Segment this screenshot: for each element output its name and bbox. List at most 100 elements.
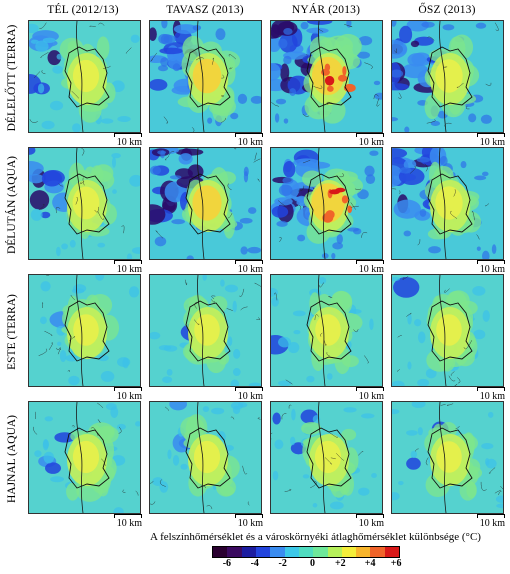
map-panel (270, 401, 383, 514)
temperature-map (392, 402, 503, 513)
scale-bar-line (114, 387, 142, 391)
map-panel (391, 147, 504, 260)
scale-bar-line (235, 133, 263, 137)
map-panel (149, 20, 262, 133)
scale-bar: 10 km (465, 514, 505, 529)
map-panel (391, 401, 504, 514)
temperature-map (150, 148, 261, 259)
temperature-map (271, 21, 382, 132)
map-panel (28, 20, 141, 133)
scale-bar: 10 km (344, 133, 384, 148)
legend-color-cell (327, 547, 342, 557)
legend-color-cell (255, 547, 271, 557)
map-panel (149, 401, 262, 514)
scale-bar-line (356, 260, 384, 264)
map-panel (391, 274, 504, 387)
map-panel (149, 147, 262, 260)
legend-color-cell (298, 547, 314, 557)
scale-bar-label: 10 km (479, 137, 505, 148)
temperature-map (392, 275, 503, 386)
row-header-morning: DÉLELŐTT (TERRA) (6, 24, 18, 132)
column-header-summer: NYÁR (2013) (291, 4, 361, 16)
scale-bar-label: 10 km (237, 518, 263, 529)
map-panel (391, 20, 504, 133)
temperature-map (392, 21, 503, 132)
column-header-winter: TÉL (2012/13) (47, 4, 119, 16)
scale-bar: 10 km (223, 387, 263, 402)
scale-bar: 10 km (465, 387, 505, 402)
map-panel (270, 147, 383, 260)
scale-bar: 10 km (223, 133, 263, 148)
scale-bar: 10 km (102, 133, 142, 148)
row-header-evening: ESTE (TERRA) (6, 294, 18, 370)
scale-bar-label: 10 km (116, 137, 142, 148)
legend-color-cell (270, 547, 285, 557)
legend-tick-label: +2 (334, 558, 346, 569)
map-panel (28, 274, 141, 387)
scale-bar-line (477, 387, 505, 391)
temperature-map (29, 275, 140, 386)
scale-bar-line (477, 260, 505, 264)
column-header-autumn: ŐSZ (2013) (418, 4, 476, 16)
temperature-map (271, 148, 382, 259)
scale-bar: 10 km (102, 260, 142, 275)
map-panel (270, 274, 383, 387)
scale-bar-label: 10 km (116, 518, 142, 529)
scale-bar-line (356, 133, 384, 137)
legend-color-cell (384, 547, 400, 557)
scale-bar-label: 10 km (237, 264, 263, 275)
temperature-map (150, 402, 261, 513)
scale-bar: 10 km (344, 387, 384, 402)
legend-tick-label: -4 (250, 558, 259, 569)
scale-bar-label: 10 km (358, 264, 384, 275)
legend-color-cell (213, 547, 228, 557)
scale-bar-line (235, 387, 263, 391)
scale-bar-label: 10 km (358, 518, 384, 529)
legend-tick-label: -6 (222, 558, 232, 569)
scale-bar: 10 km (223, 260, 263, 275)
row-header-afternoon: DÉLUTÁN (AQUA) (6, 155, 18, 255)
temperature-map (29, 21, 140, 132)
scale-bar-line (477, 133, 505, 137)
scale-bar-line (477, 514, 505, 518)
scale-bar-label: 10 km (116, 264, 142, 275)
legend-title: A felszínhőmérséklet és a városkörnyéki … (150, 531, 481, 543)
map-panel (149, 274, 262, 387)
scale-bar: 10 km (465, 260, 505, 275)
legend-color-cell (241, 547, 256, 557)
legend-tick-label: +4 (364, 558, 376, 569)
scale-bar: 10 km (223, 514, 263, 529)
legend-color-cell (356, 547, 371, 557)
scale-bar-label: 10 km (237, 391, 263, 402)
temperature-map (271, 402, 382, 513)
temperature-map (150, 275, 261, 386)
legend-tick-label: 0 (309, 558, 315, 569)
legend-color-cell (284, 547, 299, 557)
legend-color-cell (370, 547, 385, 557)
scale-bar-line (114, 133, 142, 137)
scale-bar-line (235, 260, 263, 264)
legend-color-cell (313, 547, 328, 557)
map-panel (28, 147, 141, 260)
color-legend-bar (212, 546, 400, 558)
legend-color-cell (227, 547, 242, 557)
scale-bar-line (114, 514, 142, 518)
scale-bar-label: 10 km (479, 518, 505, 529)
row-header-dawn: HAJNAL (AQUA) (6, 414, 18, 504)
legend-color-cell (341, 547, 357, 557)
scale-bar-label: 10 km (358, 137, 384, 148)
scale-bar-label: 10 km (479, 391, 505, 402)
scale-bar-line (356, 514, 384, 518)
temperature-map (150, 21, 261, 132)
scale-bar-label: 10 km (479, 264, 505, 275)
scale-bar: 10 km (344, 514, 384, 529)
legend-tick-labels: -6 -4 -2 0 +2 +4 +6 (212, 558, 402, 572)
scale-bar-line (114, 260, 142, 264)
temperature-map (271, 275, 382, 386)
scale-bar: 10 km (102, 514, 142, 529)
temperature-map (29, 402, 140, 513)
legend-tick-label: -2 (278, 558, 287, 569)
scale-bar-label: 10 km (358, 391, 384, 402)
temperature-map (29, 148, 140, 259)
scale-bar: 10 km (344, 260, 384, 275)
